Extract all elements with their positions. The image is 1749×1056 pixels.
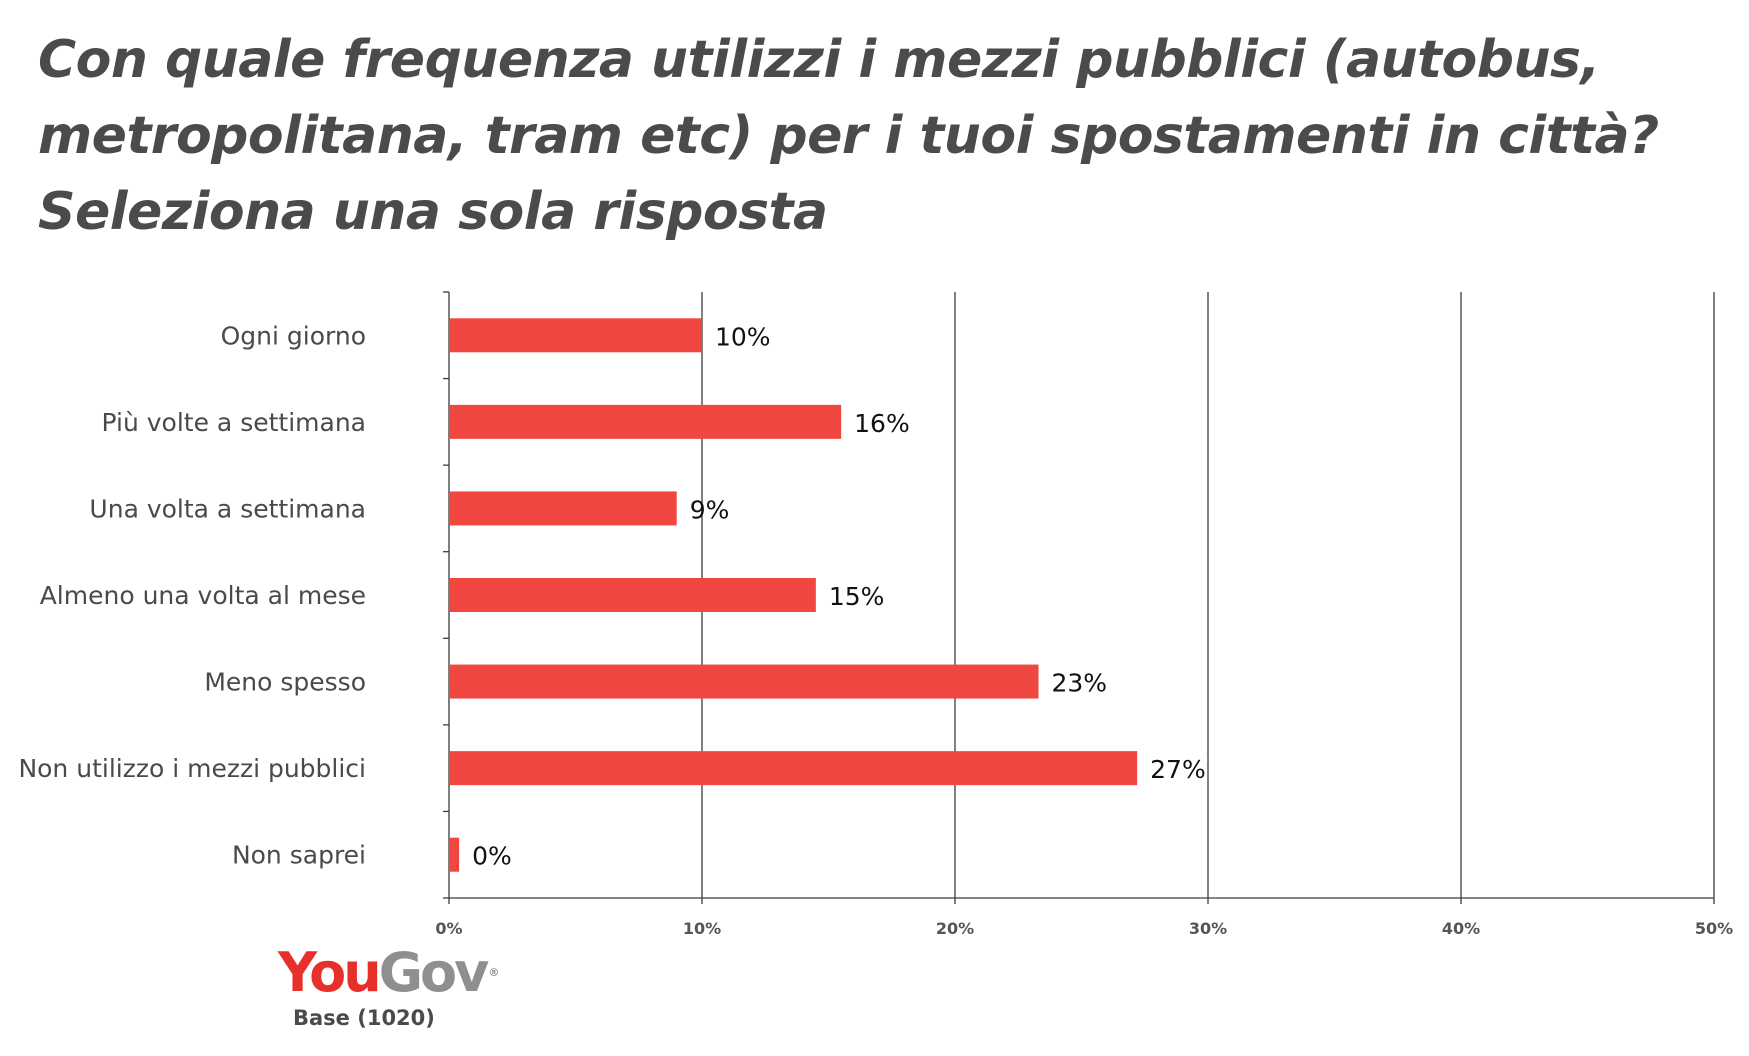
category-label: Una volta a settimana (89, 494, 366, 523)
value-label: 27% (1150, 755, 1206, 784)
bar (449, 491, 677, 526)
bar (449, 578, 816, 612)
title-line-1: Con quale frequenza utilizzi i mezzi pub… (38, 30, 1600, 90)
value-label: 16% (854, 409, 910, 438)
logo-gov: Gov (378, 941, 490, 1004)
value-label: 15% (829, 582, 885, 611)
category-label: Non utilizzo i mezzi pubblici (18, 754, 366, 783)
category-label: Ogni giorno (221, 321, 366, 350)
value-label: 10% (715, 322, 771, 351)
x-tick-label: 0% (435, 919, 462, 938)
chart-title: Con quale frequenza utilizzi i mezzi pub… (38, 22, 1718, 250)
x-tick-label: 20% (936, 919, 974, 938)
title-line-3: Seleziona una sola risposta (38, 182, 828, 242)
title-line-2: metropolitana, tram etc) per i tuoi spos… (38, 106, 1659, 166)
bar (449, 318, 702, 353)
category-label: Non saprei (232, 841, 366, 870)
bar (449, 664, 1039, 699)
x-tick-label: 30% (1189, 919, 1227, 938)
value-label: 23% (1051, 669, 1107, 698)
bar (449, 751, 1138, 786)
x-tick-label: 10% (683, 919, 721, 938)
logo-you: You (278, 941, 382, 1004)
x-tick-label: 50% (1695, 919, 1733, 938)
bar (449, 837, 460, 872)
bar (449, 404, 842, 439)
bar-chart: 0% 10% 20% 30% 40% 50% Ogni giorno 10% Più volte… (18, 291, 1733, 938)
category-label: Meno spesso (204, 668, 366, 697)
category-label: Più volte a settimana (102, 408, 367, 437)
base-size-note: Base (1020) (293, 1006, 435, 1030)
yougov-logo: YouGov ® (278, 945, 499, 1001)
x-tick-label: 40% (1442, 919, 1480, 938)
logo-registered-mark: ® (488, 966, 500, 979)
category-label: Almeno una volta al mese (40, 581, 366, 610)
value-label: 9% (690, 495, 730, 524)
value-label: 0% (472, 842, 512, 871)
